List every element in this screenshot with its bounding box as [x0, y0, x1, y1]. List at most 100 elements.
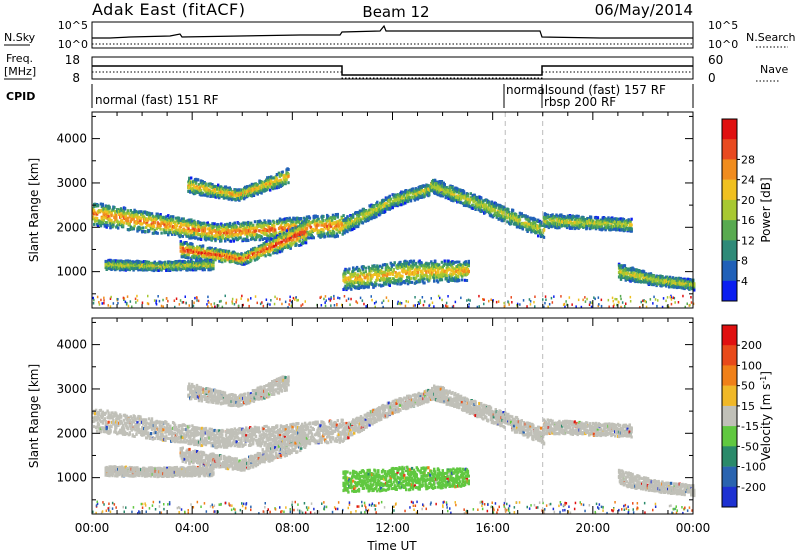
echo-point [287, 245, 290, 249]
echo-point [287, 181, 290, 185]
echo-point [199, 248, 203, 252]
echo-point [163, 223, 166, 227]
echo-point [432, 178, 435, 182]
echo-point [147, 229, 151, 233]
echo-point [296, 230, 299, 234]
echo-point [174, 216, 178, 220]
echo-point [162, 221, 165, 225]
echo-point [252, 193, 256, 197]
echo-point [95, 217, 99, 220]
echo-point [327, 215, 330, 219]
echo-point [347, 270, 350, 274]
echo-point [130, 267, 133, 271]
echo-point [471, 203, 474, 207]
echo-point [382, 199, 386, 202]
echo-point [157, 216, 160, 219]
echo-point [304, 238, 308, 242]
echo-point [137, 268, 140, 272]
echo-point [178, 226, 182, 230]
echo-point [349, 285, 352, 289]
echo-point [277, 185, 281, 189]
echo-point [265, 232, 268, 236]
echo-point [357, 287, 361, 290]
echo-point [354, 280, 358, 284]
echo-point [145, 220, 149, 224]
echo-point [448, 195, 451, 199]
echo-point [380, 205, 383, 209]
echo-point [268, 239, 271, 242]
echo-point [403, 193, 406, 197]
echo-point [341, 232, 344, 236]
echo-point [302, 239, 306, 243]
echo-point [239, 256, 242, 260]
echo-point [171, 215, 175, 219]
echo-point [505, 212, 508, 216]
echo-point [246, 194, 250, 198]
echo-point [150, 212, 154, 216]
echo-point [356, 216, 360, 220]
echo-point [274, 236, 277, 240]
echo-point [542, 228, 546, 232]
echo-point [236, 188, 239, 192]
echo-point [109, 225, 112, 229]
echo-point [249, 255, 252, 259]
echo-point [287, 172, 290, 176]
echo-point [283, 226, 287, 230]
echo-point [117, 226, 120, 230]
echo-band-2 [179, 220, 308, 266]
echo-point [498, 214, 501, 218]
echo-point [190, 218, 193, 222]
echo-point [157, 268, 160, 272]
echo-point [465, 202, 469, 206]
echo-point [113, 220, 116, 224]
echo-point [192, 227, 195, 231]
echo-point [135, 210, 138, 214]
echo-point [118, 221, 121, 225]
echo-point [511, 219, 514, 223]
echo-point [351, 228, 354, 232]
echo-point [307, 236, 311, 240]
echo-point [119, 212, 123, 216]
echo-point [266, 187, 269, 191]
echo-point [251, 223, 255, 227]
echo-point [220, 231, 223, 235]
echo-point [399, 266, 402, 270]
echo-point [399, 196, 402, 200]
echo-point [180, 217, 183, 221]
echo-point [210, 253, 213, 257]
nsky-tick-bottom: 10^0 [58, 38, 88, 51]
echo-point [243, 230, 246, 234]
echo-point [315, 221, 318, 225]
echo-point [406, 275, 409, 279]
echo-point [279, 246, 283, 250]
echo-point [376, 212, 379, 216]
echo-point [401, 274, 404, 278]
echo-point [179, 240, 182, 244]
echo-point [366, 276, 369, 280]
echo-point [396, 274, 399, 277]
echo-point [136, 229, 139, 233]
echo-point [165, 229, 168, 233]
nsearch-tick-top: 10^5 [708, 19, 738, 32]
echo-point [256, 183, 259, 187]
echo-point [439, 182, 443, 186]
echo-point [186, 234, 189, 238]
echo-point [276, 241, 279, 245]
echo-point [165, 231, 168, 235]
echo-point [244, 226, 247, 230]
echo-point [126, 219, 130, 223]
echo-point [406, 193, 410, 197]
echo-point [207, 223, 210, 227]
echo-point [179, 219, 182, 223]
echo-point [232, 197, 235, 201]
echo-point [355, 211, 359, 214]
echo-point [273, 220, 276, 224]
echo-point [169, 262, 173, 266]
echo-point [274, 228, 277, 232]
echo-point [330, 233, 334, 237]
echo-point [375, 266, 378, 270]
echo-point [275, 173, 279, 176]
echo-point [366, 280, 369, 284]
echo-point [255, 226, 259, 230]
echo-point [187, 230, 190, 233]
